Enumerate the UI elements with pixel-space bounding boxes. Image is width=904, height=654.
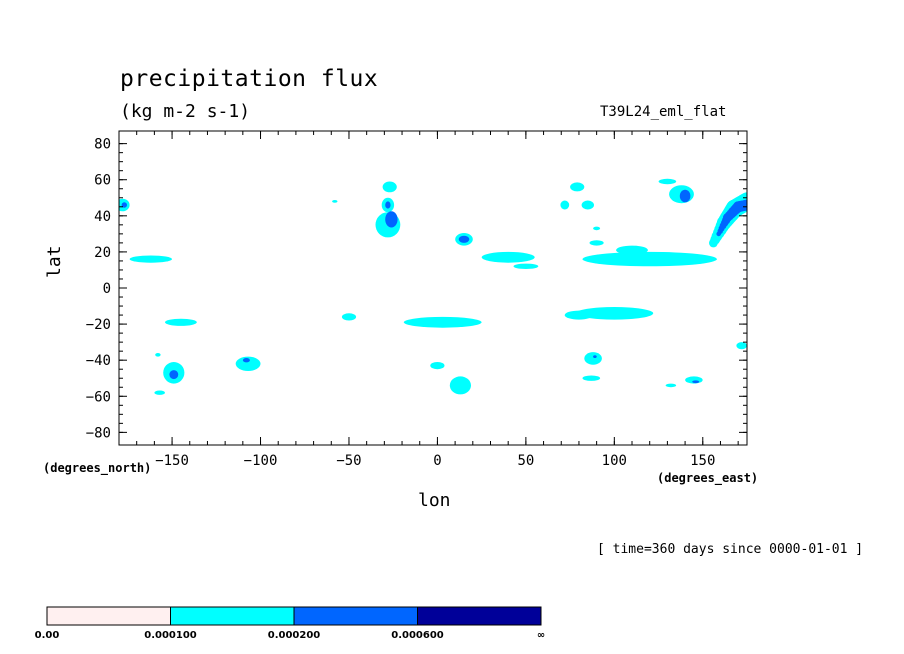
contour-region-32 [564,310,594,320]
colorbar-swatch-0 [46,606,171,626]
plot-frame [118,130,748,446]
y-tick-label: 40 [94,209,111,225]
contour-region-29 [582,251,717,267]
x-tick-label: −50 [336,453,361,469]
contour-region-5 [169,370,179,380]
contour-region-21 [403,316,482,328]
contour-region-18 [458,235,470,243]
contour-region-3 [165,318,197,326]
contour-region-12 [382,181,397,193]
x-tick-label: −150 [155,453,189,469]
contour-band-1-blob [741,199,747,211]
colorbar-label: ∞ [537,630,545,641]
colorbar-swatch-3 [417,606,542,626]
contour-region-2 [129,255,172,263]
contour-region-10 [341,313,357,321]
x-tick-label: 150 [690,453,715,469]
contour-region-8 [235,356,261,371]
contour-region-14 [385,201,391,209]
contour-region-41 [665,383,677,388]
contour-region-31 [575,307,654,320]
contour-region-34 [593,355,597,358]
contour-region-26 [581,200,594,210]
contour-region-30 [616,245,648,255]
colorbar-swatch-1 [170,606,295,626]
contour-region-22 [430,362,445,370]
contour-region-25 [560,200,570,210]
y-tick-label: −20 [86,317,111,333]
contour-region-20 [513,263,539,269]
contour-region-33 [584,352,602,365]
contour-region-38 [658,178,677,185]
colorbar-label: 0.00 [35,630,60,641]
x-coord-units: (degrees_east) [657,471,759,485]
y-tick-label: −40 [86,353,111,369]
contour-region-24 [570,182,585,192]
contour-region-7 [155,353,161,357]
y-tick-label: −60 [86,389,111,405]
x-tick-label: 100 [602,453,627,469]
y-tick-label: 0 [103,281,111,297]
contour-region-27 [593,226,601,231]
contour-region-28 [589,240,604,246]
y-tick-label: −80 [86,425,111,441]
y-tick-label: 80 [94,137,111,153]
chart-title: precipitation flux [120,66,379,92]
time-label: [ time=360 days since 0000-01-01 ] [597,542,864,557]
contour-region-23 [449,376,471,395]
contour-region-11 [332,200,338,203]
contour-region-42 [736,342,747,350]
contour-region-6 [154,390,165,395]
colorbar: 0.00 0.000100 0.000200 0.000600 ∞ [35,606,545,641]
colorbar-label: 0.000600 [391,630,444,641]
contour-region-40 [692,380,700,384]
chart-units: (kg m-2 s-1) [120,101,251,122]
contour-region-37 [679,189,691,203]
contour-region-19 [481,251,535,263]
x-axis-label: lon [418,490,451,511]
colorbar-label: 0.000200 [268,630,321,641]
x-tick-label: −100 [244,453,278,469]
x-tick-label: 0 [433,453,441,469]
y-tick-label: 60 [94,173,111,189]
experiment-label: T39L24_eml_flat [600,104,727,120]
contour-region-35 [582,375,601,381]
colorbar-label: 0.000100 [144,630,197,641]
y-coord-units: (degrees_north) [43,461,152,475]
colorbar-swatch-2 [293,606,418,626]
plot-axes: −150 −100 −50 0 50 100 150 80 60 40 20 0 −20 −40 −60 −8… [86,130,748,469]
y-tick-label: 20 [94,245,111,261]
contour-region-16 [385,211,398,228]
x-tick-label: 50 [517,453,534,469]
contour-regions [119,178,747,395]
contour-region-9 [242,358,250,363]
